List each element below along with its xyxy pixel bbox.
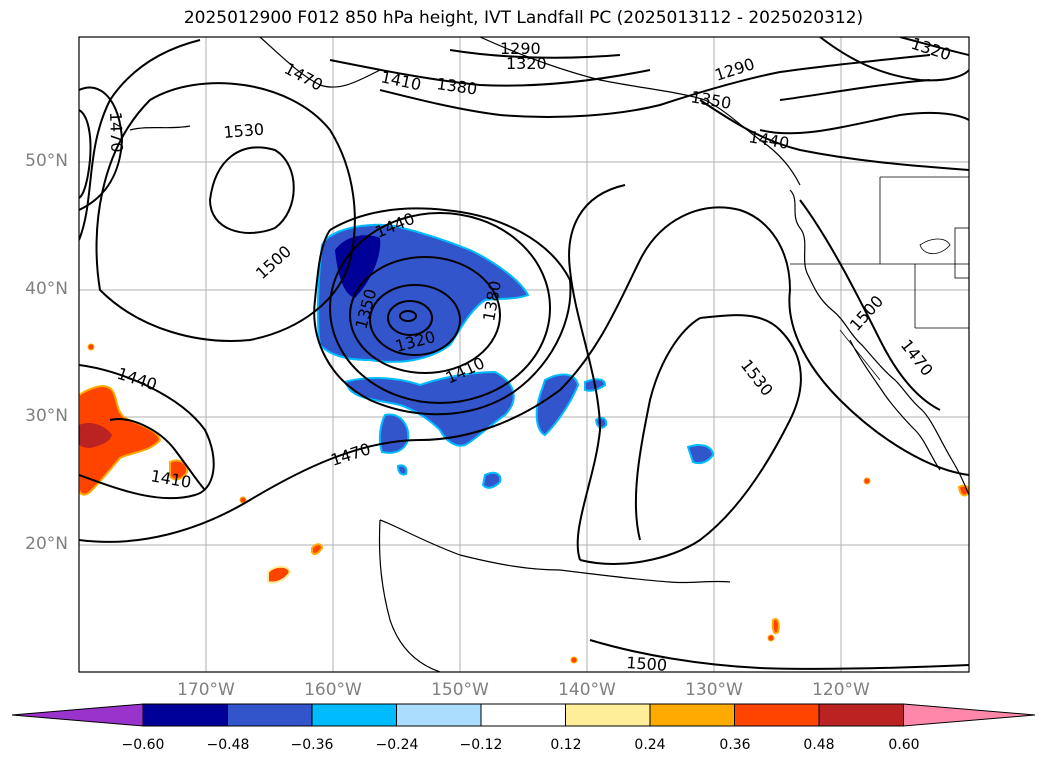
map-title: 2025012900 F012 850 hPa height, IVT Land… [183,8,864,28]
contour-label: 1290 [500,39,541,58]
colorbar-segment [565,703,651,727]
colorbar-tick-label: 0.24 [634,737,666,753]
colorbar-tick-label: −0.60 [121,737,165,753]
colorbar-segment [142,703,228,727]
colorbar-segment [227,703,313,727]
colorbar-tick-label: −0.24 [375,737,419,753]
lat-label-50n: 50°N [25,151,68,171]
lon-label-160w: 160°W [304,680,362,700]
colorbar [11,703,1036,727]
colorbar-tick-label: 0.12 [550,737,582,753]
colorbar-tick-label: 0.48 [803,737,835,753]
colorbar-extend-low [11,703,144,727]
colorbar-segment [311,703,397,727]
contour-label: 1500 [626,653,668,675]
colorbar-segment [818,703,904,727]
borders [790,176,969,381]
colorbar-tick-label: 0.60 [888,737,920,753]
colorbar-tick-label: −0.48 [206,737,250,753]
colorbar-tick-label: −0.36 [290,737,334,753]
lat-label-40n: 40°N [25,279,68,299]
colorbar-tick-label: 0.36 [719,737,751,753]
colorbar-segment [649,703,735,727]
map-frame [78,36,970,673]
lon-label-120w: 120°W [812,680,870,700]
colorbar-extend-high [903,703,1036,727]
colorbar-tick-label: −0.12 [459,737,503,753]
lon-label-170w: 170°W [177,680,235,700]
contour-label: 1470 [106,111,126,152]
lon-label-150w: 150°W [431,680,489,700]
colorbar-segment [480,703,566,727]
lat-label-30n: 30°N [25,406,68,426]
lon-label-140w: 140°W [558,680,616,700]
colorbar-segment [734,703,820,727]
contour-label: 1320 [506,54,547,73]
coastlines [129,37,969,672]
lon-label-130w: 130°W [685,680,743,700]
contour-label: 1530 [223,120,265,142]
colorbar-segment [396,703,482,727]
lat-label-20n: 20°N [25,534,68,554]
height-contours [79,37,969,670]
